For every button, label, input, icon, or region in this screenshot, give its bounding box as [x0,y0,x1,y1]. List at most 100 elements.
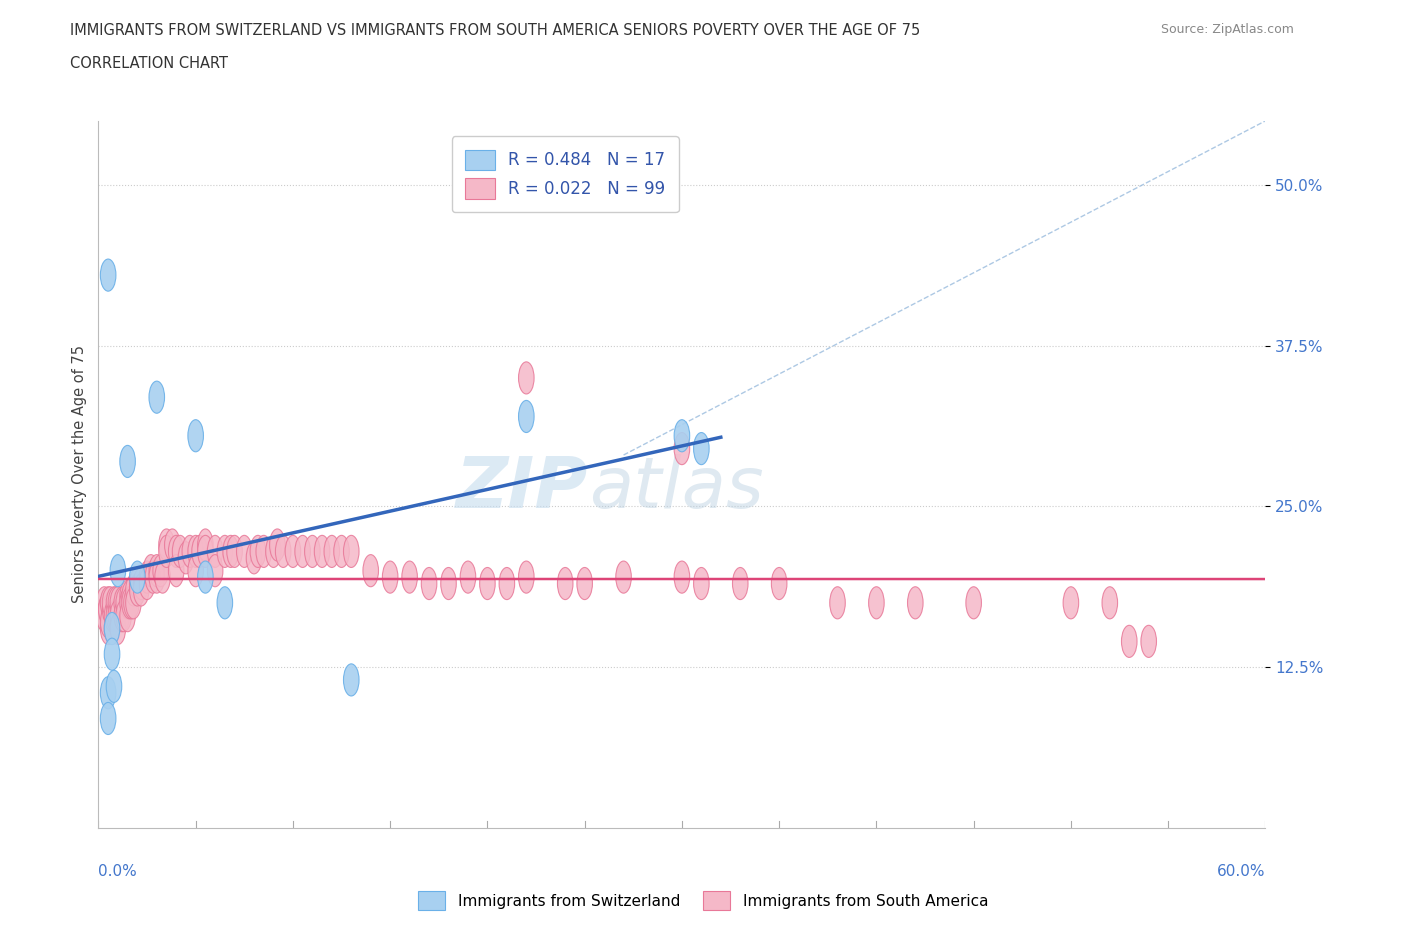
Ellipse shape [250,536,266,567]
Ellipse shape [153,554,169,587]
Ellipse shape [440,567,457,600]
Legend: Immigrants from Switzerland, Immigrants from South America: Immigrants from Switzerland, Immigrants … [411,884,995,918]
Ellipse shape [305,536,321,567]
Ellipse shape [103,587,118,618]
Ellipse shape [236,536,252,567]
Ellipse shape [285,536,301,567]
Ellipse shape [519,561,534,593]
Y-axis label: Seniors Poverty Over the Age of 75: Seniors Poverty Over the Age of 75 [72,345,87,604]
Ellipse shape [100,677,115,709]
Ellipse shape [382,561,398,593]
Ellipse shape [830,587,845,618]
Ellipse shape [693,567,709,600]
Ellipse shape [107,587,122,618]
Ellipse shape [125,587,141,618]
Text: 60.0%: 60.0% [1218,864,1265,879]
Ellipse shape [159,536,174,567]
Text: atlas: atlas [589,454,763,523]
Ellipse shape [217,587,232,618]
Ellipse shape [134,574,149,606]
Ellipse shape [149,381,165,413]
Ellipse shape [165,529,180,561]
Ellipse shape [198,561,214,593]
Ellipse shape [276,536,291,567]
Ellipse shape [122,580,138,613]
Ellipse shape [217,536,232,567]
Ellipse shape [188,536,204,567]
Text: Source: ZipAtlas.com: Source: ZipAtlas.com [1160,23,1294,36]
Ellipse shape [110,554,125,587]
Ellipse shape [107,671,122,702]
Ellipse shape [333,536,349,567]
Legend: R = 0.484   N = 17, R = 0.022   N = 99: R = 0.484 N = 17, R = 0.022 N = 99 [451,137,679,212]
Ellipse shape [120,600,135,631]
Ellipse shape [188,554,204,587]
Ellipse shape [907,587,924,618]
Ellipse shape [179,542,194,574]
Ellipse shape [733,567,748,600]
Ellipse shape [256,536,271,567]
Ellipse shape [104,613,120,644]
Ellipse shape [323,536,340,567]
Ellipse shape [107,600,122,631]
Ellipse shape [181,536,198,567]
Ellipse shape [673,432,690,465]
Text: CORRELATION CHART: CORRELATION CHART [70,56,228,71]
Ellipse shape [1063,587,1078,618]
Ellipse shape [519,401,534,432]
Ellipse shape [191,536,207,567]
Ellipse shape [104,600,120,631]
Ellipse shape [422,567,437,600]
Ellipse shape [108,587,124,618]
Ellipse shape [129,574,145,606]
Ellipse shape [169,554,184,587]
Ellipse shape [343,536,359,567]
Ellipse shape [129,561,145,593]
Ellipse shape [104,613,120,644]
Ellipse shape [100,702,115,735]
Ellipse shape [499,567,515,600]
Ellipse shape [270,529,285,561]
Ellipse shape [114,587,129,618]
Ellipse shape [966,587,981,618]
Ellipse shape [173,536,188,567]
Ellipse shape [100,606,115,638]
Ellipse shape [460,561,475,593]
Ellipse shape [100,613,115,644]
Ellipse shape [155,561,170,593]
Ellipse shape [557,567,574,600]
Ellipse shape [104,638,120,671]
Ellipse shape [134,567,149,600]
Ellipse shape [115,587,132,618]
Ellipse shape [139,567,155,600]
Ellipse shape [98,593,114,625]
Ellipse shape [519,362,534,394]
Ellipse shape [1140,625,1157,658]
Ellipse shape [100,259,115,291]
Ellipse shape [143,554,159,587]
Ellipse shape [139,561,155,593]
Ellipse shape [149,554,165,587]
Ellipse shape [295,536,311,567]
Ellipse shape [198,536,214,567]
Ellipse shape [315,536,330,567]
Ellipse shape [120,587,135,618]
Ellipse shape [673,419,690,452]
Ellipse shape [120,445,135,477]
Ellipse shape [207,536,224,567]
Ellipse shape [97,600,112,631]
Ellipse shape [1122,625,1137,658]
Ellipse shape [188,419,204,452]
Ellipse shape [1102,587,1118,618]
Ellipse shape [108,600,124,631]
Ellipse shape [100,587,115,618]
Ellipse shape [266,536,281,567]
Ellipse shape [869,587,884,618]
Ellipse shape [673,561,690,593]
Ellipse shape [110,587,125,618]
Ellipse shape [479,567,495,600]
Ellipse shape [169,536,184,567]
Ellipse shape [226,536,242,567]
Ellipse shape [246,542,262,574]
Ellipse shape [125,574,141,606]
